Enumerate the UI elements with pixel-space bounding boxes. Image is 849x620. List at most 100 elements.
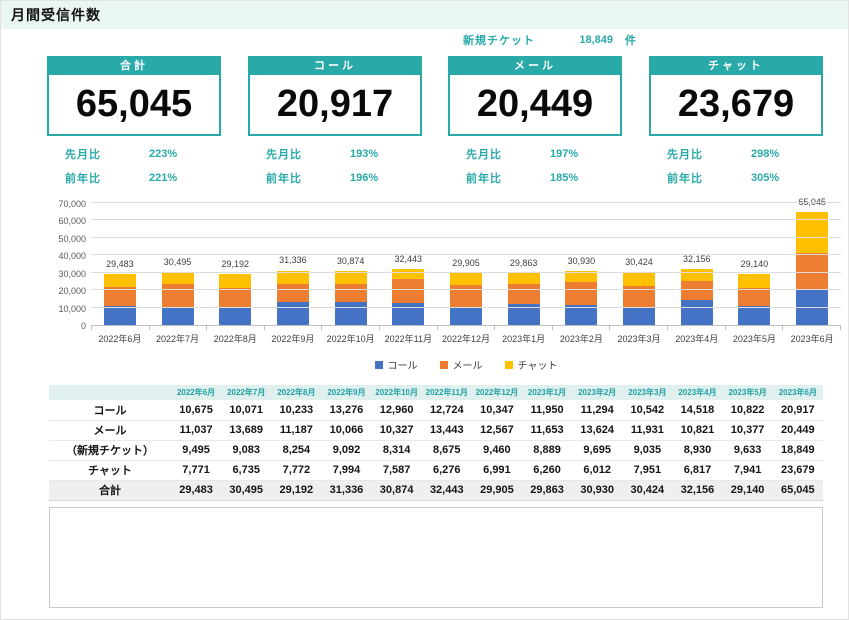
bar-segment-メール	[219, 287, 252, 308]
x-axis-ticks	[91, 326, 841, 330]
yoy-label: 前年比	[266, 173, 302, 185]
table-cell: 10,377	[722, 420, 773, 441]
table-cell: 6,012	[572, 460, 623, 481]
yoy-label: 前年比	[65, 173, 101, 185]
table-cell: 9,460	[471, 440, 522, 461]
bar-segment-コール	[449, 307, 482, 325]
bar-segment-メール	[103, 287, 136, 307]
table-cell: 10,233	[271, 400, 322, 421]
table-cell: 10,071	[221, 400, 272, 421]
bar-segment-チャット	[392, 268, 425, 280]
kpi-card-stats: 先月比 197% 前年比 185%	[448, 142, 622, 190]
chart-category-slot: 29,192	[206, 204, 264, 325]
table-cell: 7,771	[171, 460, 222, 481]
y-axis-tick-label: 10,000	[58, 303, 86, 314]
bar-segment-メール	[796, 252, 829, 289]
table-cell: 6,735	[221, 460, 272, 481]
gridline	[91, 219, 841, 221]
axis-tick	[265, 326, 323, 330]
bar-segment-コール	[507, 304, 540, 325]
legend-swatch	[439, 360, 448, 369]
chart-category-slot: 29,905	[437, 204, 495, 325]
chart-category-slot: 29,140	[726, 204, 784, 325]
gridline	[91, 306, 841, 308]
x-axis-labels: 2022年6月 2022年7月 2022年8月 2022年9月 2022年10月 2022…	[91, 332, 841, 345]
bar-total-label: 30,874	[336, 256, 365, 267]
table-cell: 13,443	[421, 420, 472, 441]
table-cell: 11,950	[521, 400, 573, 421]
legend-swatch	[374, 360, 383, 369]
y-axis-tick-label: 40,000	[58, 251, 86, 262]
x-axis-tick-label: 2022年12月	[441, 334, 490, 344]
table-cell: 7,587	[371, 460, 422, 481]
table-cell: 12,724	[421, 400, 472, 421]
x-axis-tick-label: 2022年8月	[213, 334, 257, 344]
table-cell: 20,917	[772, 400, 823, 421]
table-cell: 7,951	[622, 460, 673, 481]
gridline	[91, 271, 841, 273]
stacked-bar	[565, 271, 598, 325]
bar-segment-メール	[623, 285, 656, 307]
table-cell: 29,483	[171, 479, 222, 501]
chart-category-slot: 32,156	[668, 204, 726, 325]
table-cell: 12,567	[471, 420, 522, 441]
stacked-bar	[392, 268, 425, 325]
kpi-card-title: コール	[248, 56, 422, 73]
table-cell: 9,695	[572, 440, 623, 461]
row-label: 合計	[49, 479, 171, 501]
gridline	[91, 236, 841, 238]
bar-segment-メール	[565, 281, 598, 306]
bar-segment-チャット	[796, 211, 829, 253]
yoy-value: 221%	[149, 172, 178, 184]
chart-category-slot: 30,874	[322, 204, 380, 325]
kpi-card-value: 20,917	[248, 73, 422, 136]
kpi-card-title: 合計	[47, 56, 221, 73]
table-cell: 9,035	[622, 440, 673, 461]
bar-segment-コール	[680, 299, 713, 325]
x-axis-tick-label: 2023年2月	[559, 334, 603, 344]
stacked-bar	[219, 274, 252, 325]
table-cell: 9,083	[221, 440, 272, 461]
bar-segment-チャット	[680, 268, 713, 281]
table-cell: 30,874	[371, 479, 422, 501]
chart-category-slot: 31,336	[264, 204, 322, 325]
table-cell: 10,822	[722, 400, 773, 421]
x-axis-tick-label: 2022年9月	[271, 334, 315, 344]
x-axis-tick-label: 2022年7月	[156, 334, 200, 344]
y-axis-tick-label: 60,000	[58, 216, 86, 227]
table-column-header: 2023年2月	[572, 385, 623, 400]
mom-value: 193%	[350, 148, 379, 160]
x-axis-tick-label: 2023年3月	[617, 334, 661, 344]
bar-segment-メール	[449, 285, 482, 307]
x-axis-tick-label: 2023年4月	[675, 334, 719, 344]
axis-tick	[668, 326, 726, 330]
table-cell: 6,260	[521, 460, 573, 481]
mom-value: 223%	[149, 148, 178, 160]
table-cell: 9,633	[722, 440, 773, 461]
x-axis-tick-label: 2022年11月	[384, 334, 432, 344]
table-cell: 10,675	[171, 400, 222, 421]
table-cell: 7,941	[722, 460, 773, 481]
row-label: （新規チケット）	[49, 440, 171, 461]
bar-total-label: 29,483	[106, 258, 134, 269]
table-cell: 30,495	[221, 479, 272, 501]
table-cell: 11,653	[521, 420, 573, 441]
bar-segment-コール	[334, 302, 367, 325]
bar-segment-チャット	[219, 274, 252, 288]
bar-segment-メール	[161, 283, 194, 308]
table-cell: 8,889	[521, 440, 573, 461]
table-column-header: 2022年7月	[221, 385, 272, 400]
legend-label: チャット	[517, 361, 558, 372]
chart-category-slot: 30,930	[553, 204, 611, 325]
stacked-bar	[276, 270, 309, 325]
y-axis-tick-label: 70,000	[58, 199, 86, 209]
table-cell: 32,443	[421, 479, 472, 501]
table-cell: 20,449	[772, 420, 823, 441]
axis-tick	[438, 326, 496, 330]
bar-total-label: 65,045	[798, 197, 826, 207]
bar-segment-メール	[680, 280, 713, 300]
bar-segment-メール	[507, 283, 540, 305]
table-cell: 23,679	[772, 460, 823, 481]
table-column-header: 2023年1月	[521, 385, 573, 400]
table-cell: 32,156	[672, 479, 723, 501]
